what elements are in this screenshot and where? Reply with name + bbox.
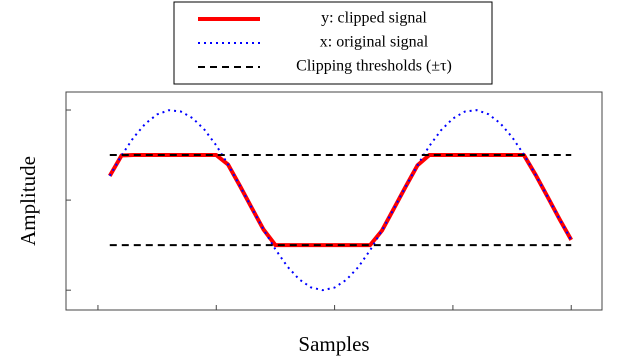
legend-label: y: clipped signal bbox=[321, 10, 427, 27]
series-line bbox=[108, 109, 573, 292]
x-axis-label: Samples bbox=[298, 332, 369, 356]
y-axis-label: Amplitude bbox=[16, 156, 40, 246]
plot-frame bbox=[65, 91, 603, 311]
legend-box bbox=[173, 1, 493, 85]
legend-label: x: original signal bbox=[320, 34, 429, 51]
series-line bbox=[108, 153, 573, 248]
legend-label: Clipping thresholds (±τ) bbox=[296, 58, 452, 75]
